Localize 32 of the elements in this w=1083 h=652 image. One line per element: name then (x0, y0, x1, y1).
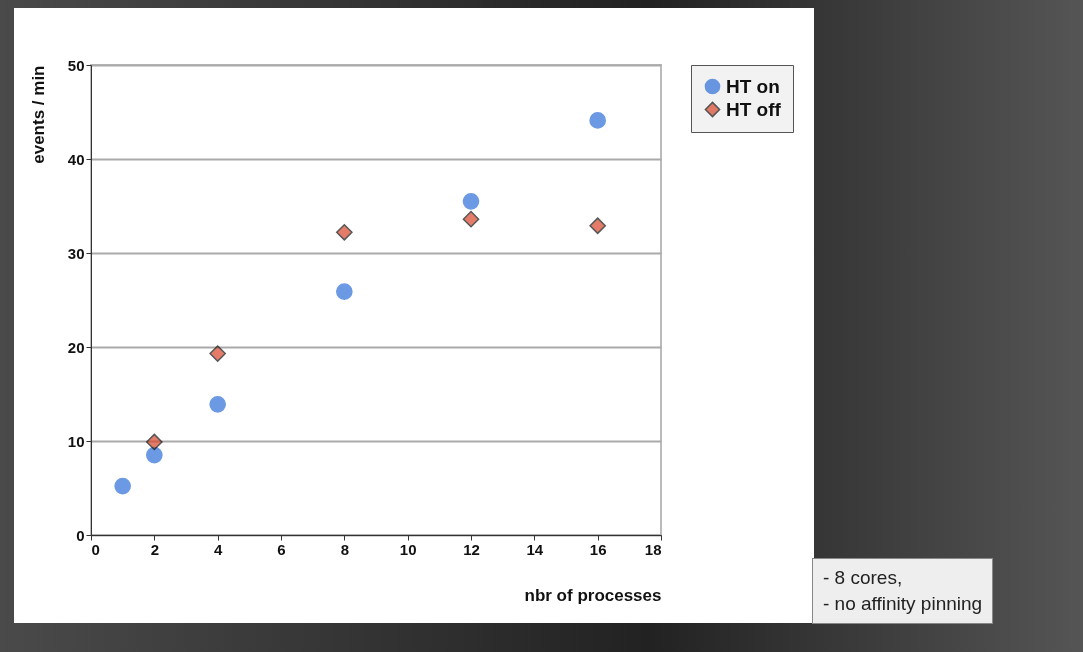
point (146, 446, 163, 464)
x-tick-label: 14 (526, 540, 544, 558)
x-tick-label: 8 (340, 540, 350, 558)
y-tick-label: 40 (67, 150, 85, 168)
x-tick-label: 12 (463, 540, 480, 558)
y-tick-label: 10 (67, 432, 85, 450)
x-axis-title: nbr of processes (524, 585, 662, 605)
point (336, 223, 353, 241)
point (146, 433, 163, 451)
y-axis-title: events / min (28, 65, 48, 164)
x-tick-label: 16 (589, 540, 607, 558)
point (114, 477, 131, 495)
y-tick-label: 0 (76, 526, 85, 544)
y-tick-label: 30 (67, 244, 85, 262)
point (589, 217, 606, 235)
x-tick-label: 2 (150, 540, 160, 558)
point (336, 283, 353, 300)
legend-label: HT off (726, 98, 782, 120)
point (209, 345, 226, 362)
x-tick-label: 0 (91, 540, 100, 558)
y-tick-label: 20 (67, 338, 85, 356)
point (209, 396, 226, 413)
text: - 8 cores, - no affinity pinning (812, 558, 994, 624)
point (462, 192, 480, 210)
point (589, 112, 606, 129)
point (462, 210, 480, 228)
x-tick-label: 18 (644, 540, 662, 558)
x-tick-label: 4 (213, 540, 223, 558)
x-tick-label: 10 (399, 540, 417, 558)
x-tick-label: 6 (277, 540, 286, 558)
y-tick-label: 50 (67, 56, 85, 74)
legend-label: HT on (726, 75, 780, 97)
